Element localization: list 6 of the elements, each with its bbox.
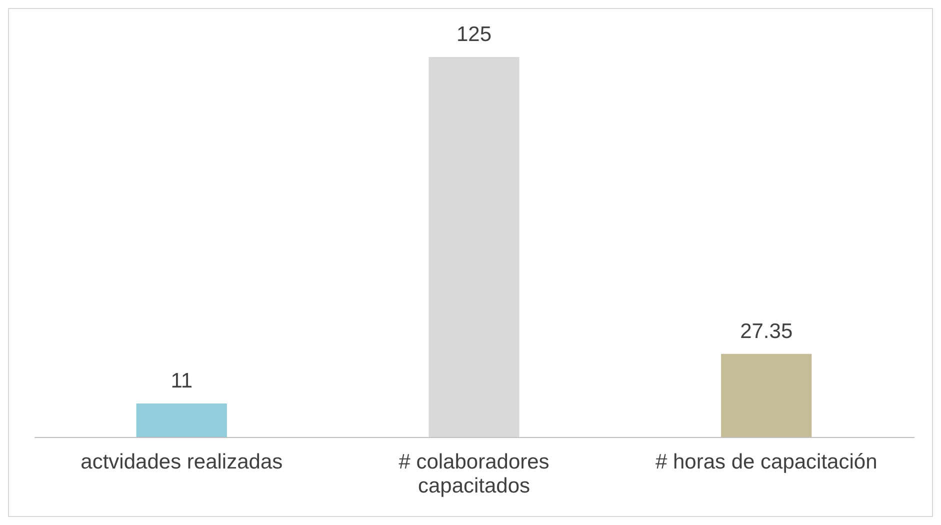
x-tick-label: actvidades realizadas <box>80 450 283 474</box>
data-label: 27.35 <box>740 320 793 343</box>
x-tick-label: # horas de capacitación <box>655 450 878 474</box>
data-label: 125 <box>456 23 492 46</box>
x-tick-label: # colaboradores capacitados <box>398 450 550 498</box>
data-label: 11 <box>170 370 193 393</box>
